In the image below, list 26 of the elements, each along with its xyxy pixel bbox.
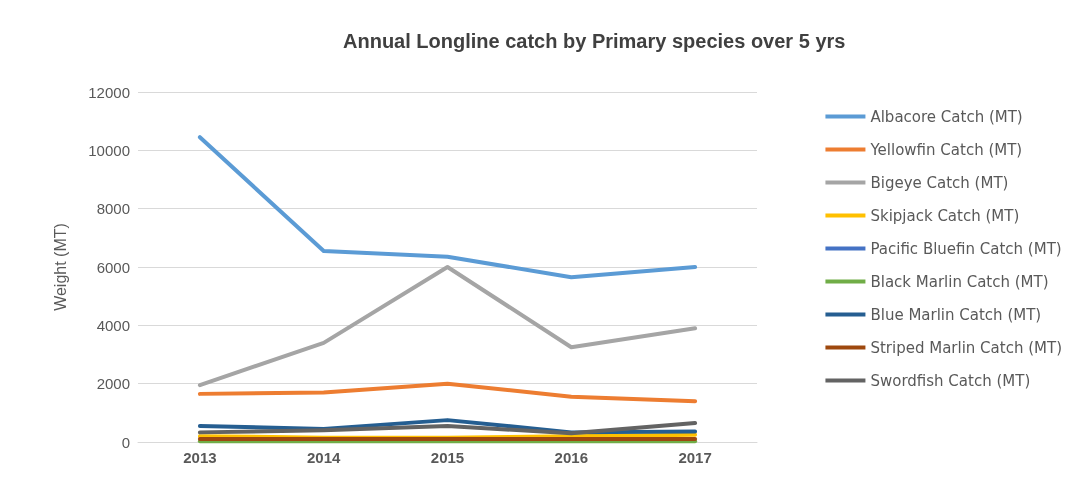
x-tick-label: 2014 — [307, 449, 342, 466]
y-tick-label: 6000 — [96, 258, 130, 276]
legend-label: Striped Marlin Catch (MT) — [870, 338, 1063, 357]
x-tick-label: 2013 — [183, 449, 217, 466]
legend-label: Blue Marlin Catch (MT) — [870, 305, 1042, 324]
y-tick-label: 10000 — [88, 141, 130, 159]
y-tick-label: 8000 — [96, 200, 130, 218]
legend-label: Skipjack Catch (MT) — [870, 206, 1020, 225]
legend-label: Bigeye Catch (MT) — [870, 173, 1009, 192]
x-tick-label: 2016 — [554, 449, 588, 466]
legend-label: Swordfish Catch (MT) — [870, 371, 1031, 390]
line-series — [197, 381, 698, 404]
y-tick-label: 4000 — [96, 316, 130, 334]
y-tick-label: 0 — [121, 433, 130, 451]
legend-label: Pacific Bluefin Catch (MT) — [870, 239, 1062, 258]
x-tick-label: 2015 — [430, 449, 465, 466]
y-tick-label: 12000 — [88, 83, 130, 101]
y-tick-label: 2000 — [96, 375, 130, 393]
line-series — [197, 265, 698, 388]
legend-label: Black Marlin Catch (MT) — [870, 272, 1049, 291]
chart-title: Annual Longline catch by Primary species over 5 yrs — [343, 30, 846, 52]
y-axis-title: Weight (MT) — [51, 223, 69, 311]
legend-label: Yellowfin Catch (MT) — [869, 140, 1023, 159]
legend-label: Albacore Catch (MT) — [870, 107, 1023, 126]
x-tick-label: 2017 — [678, 449, 712, 466]
line-series — [197, 135, 698, 280]
